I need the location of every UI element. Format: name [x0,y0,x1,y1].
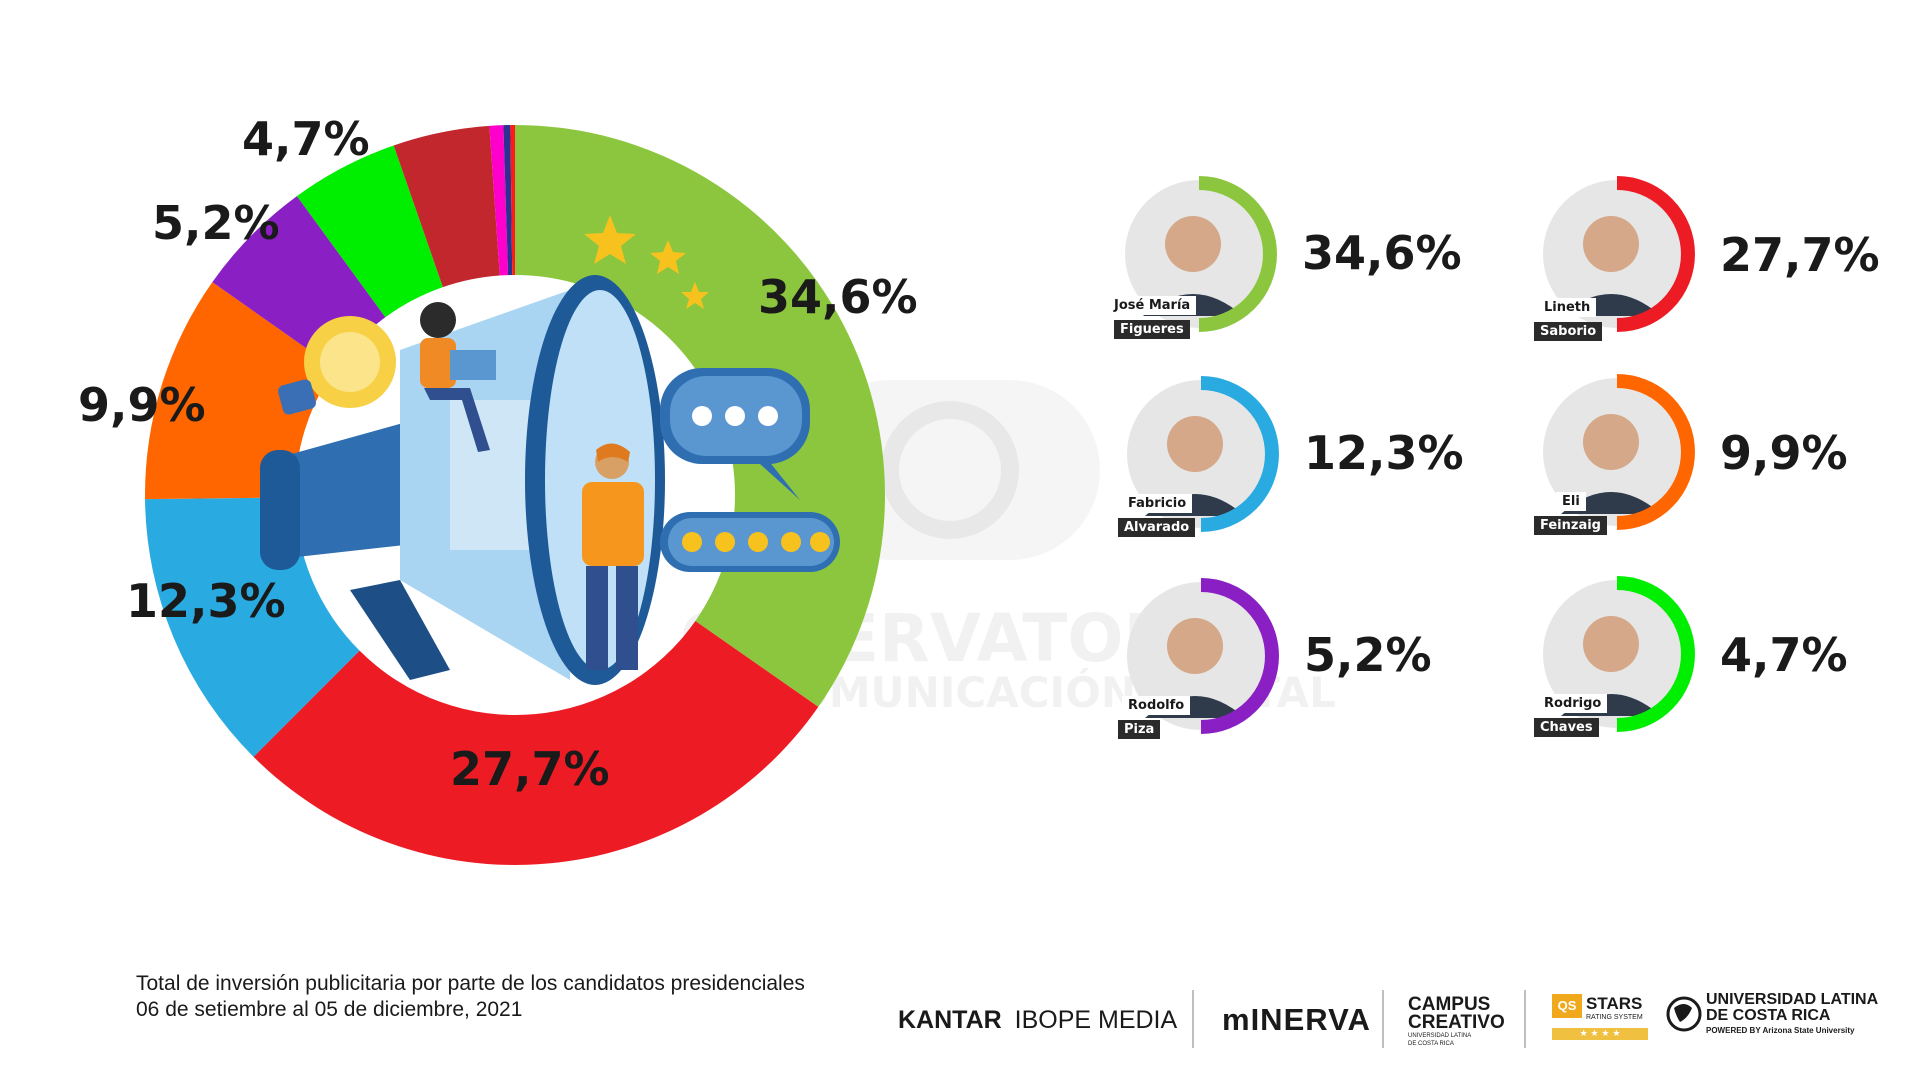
candidate-last-name: Feinzaig [1534,516,1607,535]
candidate-percentage: 5,2% [1304,628,1432,682]
speech-bubble-icon [660,368,810,500]
megaphone-illustration [260,215,840,685]
person-phone-icon [582,443,644,670]
candidate-percentage: 9,9% [1720,426,1848,480]
caption-line2: 06 de setiembre al 05 de diciembre, 2021 [136,998,523,1021]
candidate-card-feinzaig: Eli Feinzaig 9,9% [1534,366,1864,541]
candidate-ring-arc [1200,376,1279,532]
campus-logo-line2: CREATIVO [1408,1012,1505,1033]
candidate-percentage: 27,7% [1720,228,1880,282]
candidate-suit [1561,492,1661,514]
candidate-last-name: Alvarado [1118,518,1196,537]
candidate-card-saborio: Lineth Saborio 27,7% [1534,168,1880,343]
lightbulb-icon [278,316,396,415]
ulatina-line1: UNIVERSIDAD LATINA [1706,991,1879,1008]
candidate-ring [1543,176,1695,332]
kantar-logo-word: KANTAR [898,1006,1002,1034]
candidate-card-chaves: Rodrigo Chaves 4,7% [1534,568,1864,743]
slice-label-feinzaig: 9,9% [78,378,206,432]
donut-slice-3 [145,282,336,500]
candidate-percentage: 4,7% [1720,628,1848,682]
campus-logo-line1: CAMPUS [1408,994,1491,1015]
candidate-card-piza: Rodolfo Piza 5,2% [1118,570,1448,745]
donut-slice-8 [503,125,513,276]
candidate-first-name: José María [1108,296,1197,315]
slice-label-alvarado: 12,3% [126,574,286,628]
kantar-logo: KANTAR IBOPE MEDIA [898,1006,1177,1035]
candidate-card-figueres: José María Figueres 34,6% [1108,168,1462,343]
candidate-ring-arc [1616,374,1695,530]
candidate-percentage: 12,3% [1304,426,1464,480]
candidate-face [1165,216,1221,272]
ulatina-line3: POWERED BY Arizona State University [1706,1026,1855,1035]
slice-label-saborio: 27,7% [450,742,610,796]
globe-icon [1666,996,1702,1032]
donut-slice-1 [253,620,819,865]
rating-star-bar: ★ ★ ★ ★ [1552,1028,1648,1040]
campus-logo-line3: UNIVERSIDAD LATINA DE COSTA RICA [1408,1033,1471,1047]
candidate-first-name: Fabricio [1122,494,1193,513]
candidate-ring [1543,374,1695,530]
candidate-face [1167,416,1223,472]
donut-slice-9 [510,125,515,276]
qs-badge: QS [1552,994,1582,1018]
candidate-face [1583,216,1639,272]
ulatina-line2: DE COSTA RICA [1706,1007,1831,1024]
candidate-card-alvarado: Fabricio Alvarado 12,3% [1118,368,1464,543]
candidate-last-name: Figueres [1114,320,1190,339]
stars-word: STARS [1586,994,1643,1013]
rating-stars-icon [584,215,709,309]
stars-subtitle: RATING SYSTEM [1586,1014,1643,1021]
candidate-face [1167,618,1223,674]
candidate-percentage: 34,6% [1302,226,1462,280]
logo-divider [1192,990,1194,1048]
campus-creativo-logo: CAMPUS CREATIVO UNIVERSIDAD LATINA DE CO… [1408,994,1505,1048]
caption-line1: Total de inversión publicitaria por part… [136,972,805,995]
candidate-face [1583,414,1639,470]
candidate-first-name: Lineth [1538,298,1597,317]
logo-divider [1524,990,1526,1048]
logo-divider [1382,990,1384,1048]
slice-label-figueres: 34,6% [758,270,918,324]
donut-slice-6 [393,125,500,288]
person-laptop-icon [420,302,496,452]
candidate-ring-arc [1200,578,1279,734]
candidate-face [1583,616,1639,672]
slice-label-piza: 5,2% [152,196,280,250]
ibope-logo-word: IBOPE MEDIA [1014,1006,1178,1034]
candidate-first-name: Rodolfo [1122,696,1191,715]
candidate-ring [1127,578,1279,734]
candidate-last-name: Piza [1118,720,1161,739]
slice-label-chaves: 4,7% [242,112,370,166]
candidate-last-name: Chaves [1534,718,1599,737]
candidate-ring-arc [1616,176,1695,332]
donut-slice-7 [489,125,509,276]
candidate-first-name: Rodrigo [1538,694,1608,713]
review-bubble-icon [660,512,840,572]
donut-slice-2 [145,497,360,757]
candidate-last-name: Saborio [1534,322,1603,341]
donut-slice-5 [296,145,443,318]
candidate-first-name: Eli [1556,492,1586,511]
candidate-ring [1125,176,1277,332]
candidate-ring-arc [1616,576,1695,732]
minerva-logo: mINERVA [1222,1002,1371,1037]
candidate-ring-arc [1198,176,1277,332]
